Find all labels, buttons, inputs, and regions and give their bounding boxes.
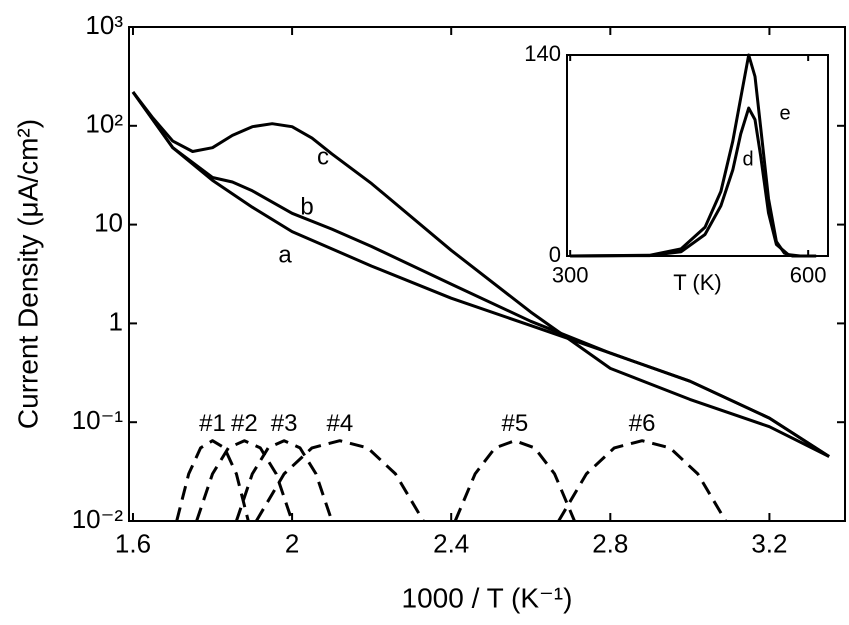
y-axis-label: Current Density (μA/cm²) bbox=[12, 119, 43, 429]
series-label: #1 bbox=[199, 410, 226, 437]
series-label: #4 bbox=[326, 410, 353, 437]
series-label: d bbox=[742, 148, 753, 170]
series-label: #6 bbox=[629, 410, 656, 437]
series-label: b bbox=[300, 193, 313, 220]
x-tick-label: 2.4 bbox=[433, 529, 469, 559]
series-label: a bbox=[278, 241, 292, 268]
y-tick-label: 140 bbox=[524, 41, 561, 66]
y-tick-label: 10² bbox=[85, 109, 123, 139]
series-line bbox=[131, 91, 830, 458]
y-tick-label: 0 bbox=[549, 242, 561, 267]
series-line bbox=[570, 53, 817, 258]
series-label: e bbox=[779, 102, 790, 124]
x-tick-label: 3.2 bbox=[751, 529, 787, 559]
plot-frame bbox=[566, 54, 829, 257]
x-tick-label: 600 bbox=[790, 263, 827, 288]
plot-frame bbox=[128, 26, 846, 522]
y-tick-label: 10⁻¹ bbox=[72, 405, 124, 435]
series-line bbox=[570, 106, 817, 258]
series-line bbox=[453, 439, 576, 522]
y-tick-label: 1 bbox=[109, 306, 123, 336]
x-tick-label: 2.8 bbox=[592, 529, 628, 559]
series-line bbox=[234, 439, 334, 522]
x-tick-label: 300 bbox=[552, 263, 589, 288]
series-label: c bbox=[317, 143, 329, 170]
series-label: #3 bbox=[271, 410, 298, 437]
x-tick-label: 1.6 bbox=[115, 529, 151, 559]
series-line bbox=[255, 439, 425, 522]
y-tick-label: 10⁻² bbox=[72, 504, 124, 534]
x-tick-label: 2 bbox=[285, 529, 299, 559]
x-axis-label: T (K) bbox=[673, 270, 721, 295]
x-axis-label: 1000 / T (K⁻¹) bbox=[402, 582, 573, 613]
series-line bbox=[131, 91, 830, 458]
y-tick-label: 10 bbox=[94, 207, 123, 237]
y-tick-label: 10³ bbox=[85, 10, 123, 40]
series-line bbox=[175, 439, 250, 522]
series-line bbox=[195, 439, 294, 522]
series-line bbox=[557, 439, 727, 522]
series-label: #5 bbox=[501, 410, 528, 437]
series-label: #2 bbox=[231, 410, 258, 437]
